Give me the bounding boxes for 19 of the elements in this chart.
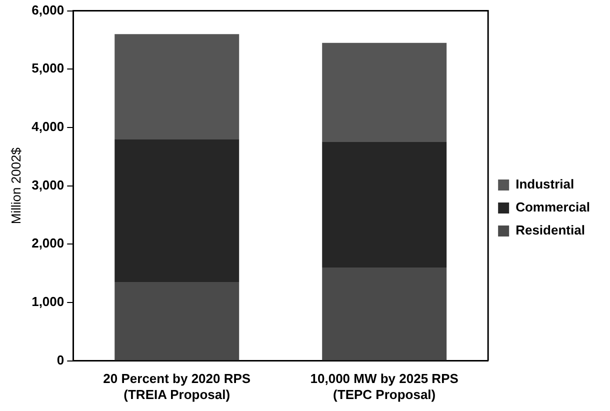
x-tick-label: 10,000 MW by 2025 RPS (TEPC Proposal) [310, 371, 459, 402]
legend-label: Industrial [516, 176, 574, 192]
x-tick-label: 20 Percent by 2020 RPS (TREIA Proposal) [103, 371, 251, 402]
bar [322, 42, 447, 142]
legend-label: Residential [516, 222, 585, 238]
y-tick-label: 5,000 [32, 60, 64, 76]
y-tick-label: 0 [56, 352, 64, 368]
y-tick-label: 3,000 [32, 177, 64, 192]
bar [114, 34, 240, 140]
bar [114, 139, 240, 282]
bar [322, 267, 447, 360]
y-tick-label: 4,000 [32, 119, 64, 134]
legend-label: Commercial [516, 200, 590, 215]
bar [322, 142, 447, 268]
y-axis-title: Million 2002$ [8, 146, 24, 224]
y-tick-label: 2,000 [32, 236, 64, 251]
y-tick-label: 6,000 [32, 2, 64, 18]
y-tick-label: 1,000 [32, 294, 64, 310]
bar [114, 282, 240, 360]
